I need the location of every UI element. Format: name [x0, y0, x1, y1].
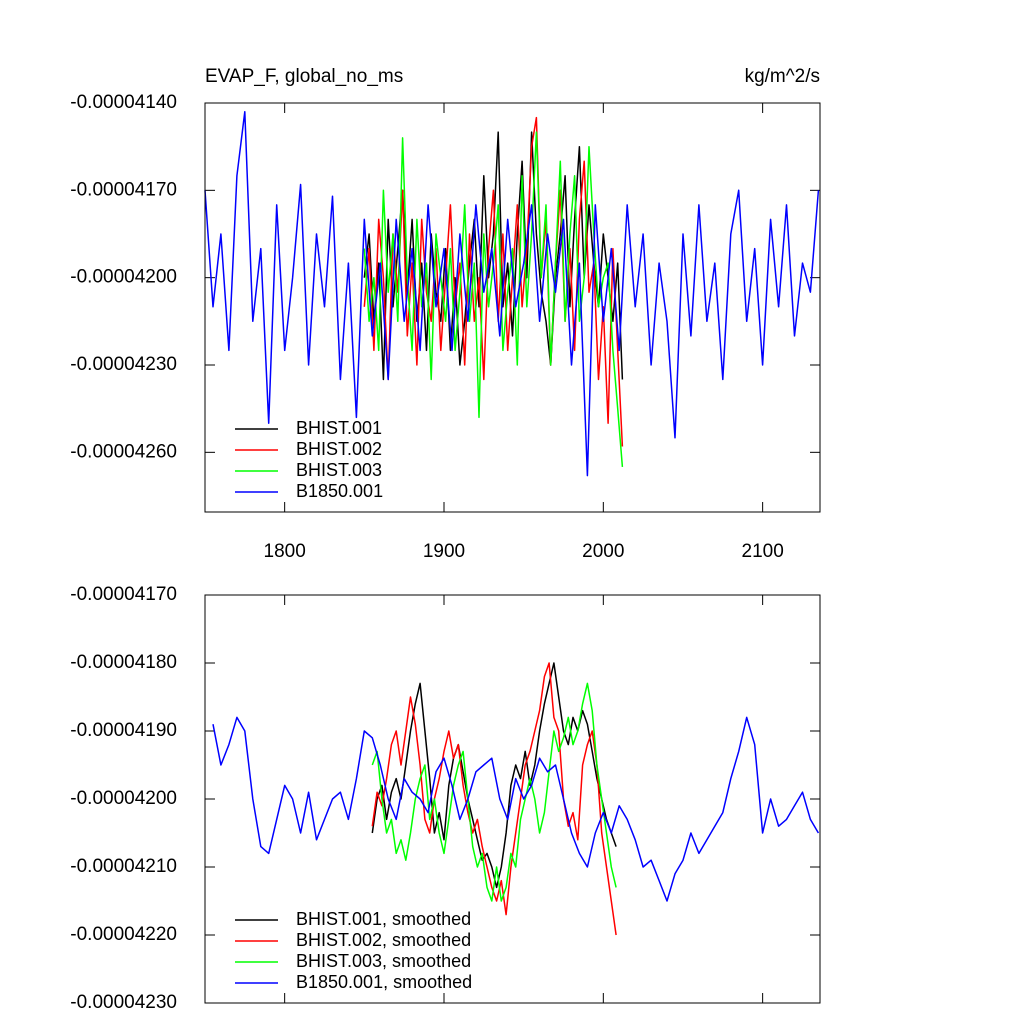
- x-tick-label: 2000: [582, 541, 624, 562]
- legend-label: BHIST.001: [296, 418, 382, 438]
- y-tick-label: -0.00004180: [70, 652, 177, 673]
- y-tick-label: -0.00004230: [70, 354, 177, 375]
- legend-label: BHIST.003, smoothed: [296, 951, 471, 971]
- chart-title: EVAP_F, global_no_ms: [205, 66, 403, 87]
- series-line: [371, 662, 617, 936]
- x-tick-label: 2100: [742, 541, 784, 562]
- y-tick-label: -0.00004200: [70, 788, 177, 809]
- legend-label: B1850.001: [296, 481, 383, 501]
- series-line: [212, 716, 820, 902]
- y-tick-label: -0.00004140: [70, 92, 177, 113]
- y-tick-label: -0.00004190: [70, 720, 177, 741]
- y-tick-label: -0.00004260: [70, 441, 177, 462]
- plot-frame: [204, 102, 821, 513]
- plot-frame: [204, 594, 821, 1004]
- y-tick-label: -0.00004210: [70, 856, 177, 877]
- series-line: [371, 662, 617, 889]
- x-tick-label: 1900: [423, 541, 465, 562]
- legend-label: BHIST.002: [296, 439, 382, 459]
- y-tick-label: -0.00004230: [70, 992, 177, 1013]
- y-tick-label: -0.00004220: [70, 924, 177, 945]
- y-tick-label: -0.00004170: [70, 584, 177, 605]
- series-line: [204, 110, 820, 477]
- series-line: [371, 682, 617, 902]
- legend-label: BHIST.001, smoothed: [296, 909, 471, 929]
- series-line: [363, 116, 624, 447]
- y-tick-label: -0.00004170: [70, 179, 177, 200]
- y-tick-label: -0.00004200: [70, 267, 177, 288]
- legend-label: B1850.001, smoothed: [296, 972, 472, 992]
- legend-label: BHIST.002, smoothed: [296, 930, 471, 950]
- legend-label: BHIST.003: [296, 460, 382, 480]
- x-tick-label: 1800: [264, 541, 306, 562]
- units-label: kg/m^2/s: [745, 66, 820, 87]
